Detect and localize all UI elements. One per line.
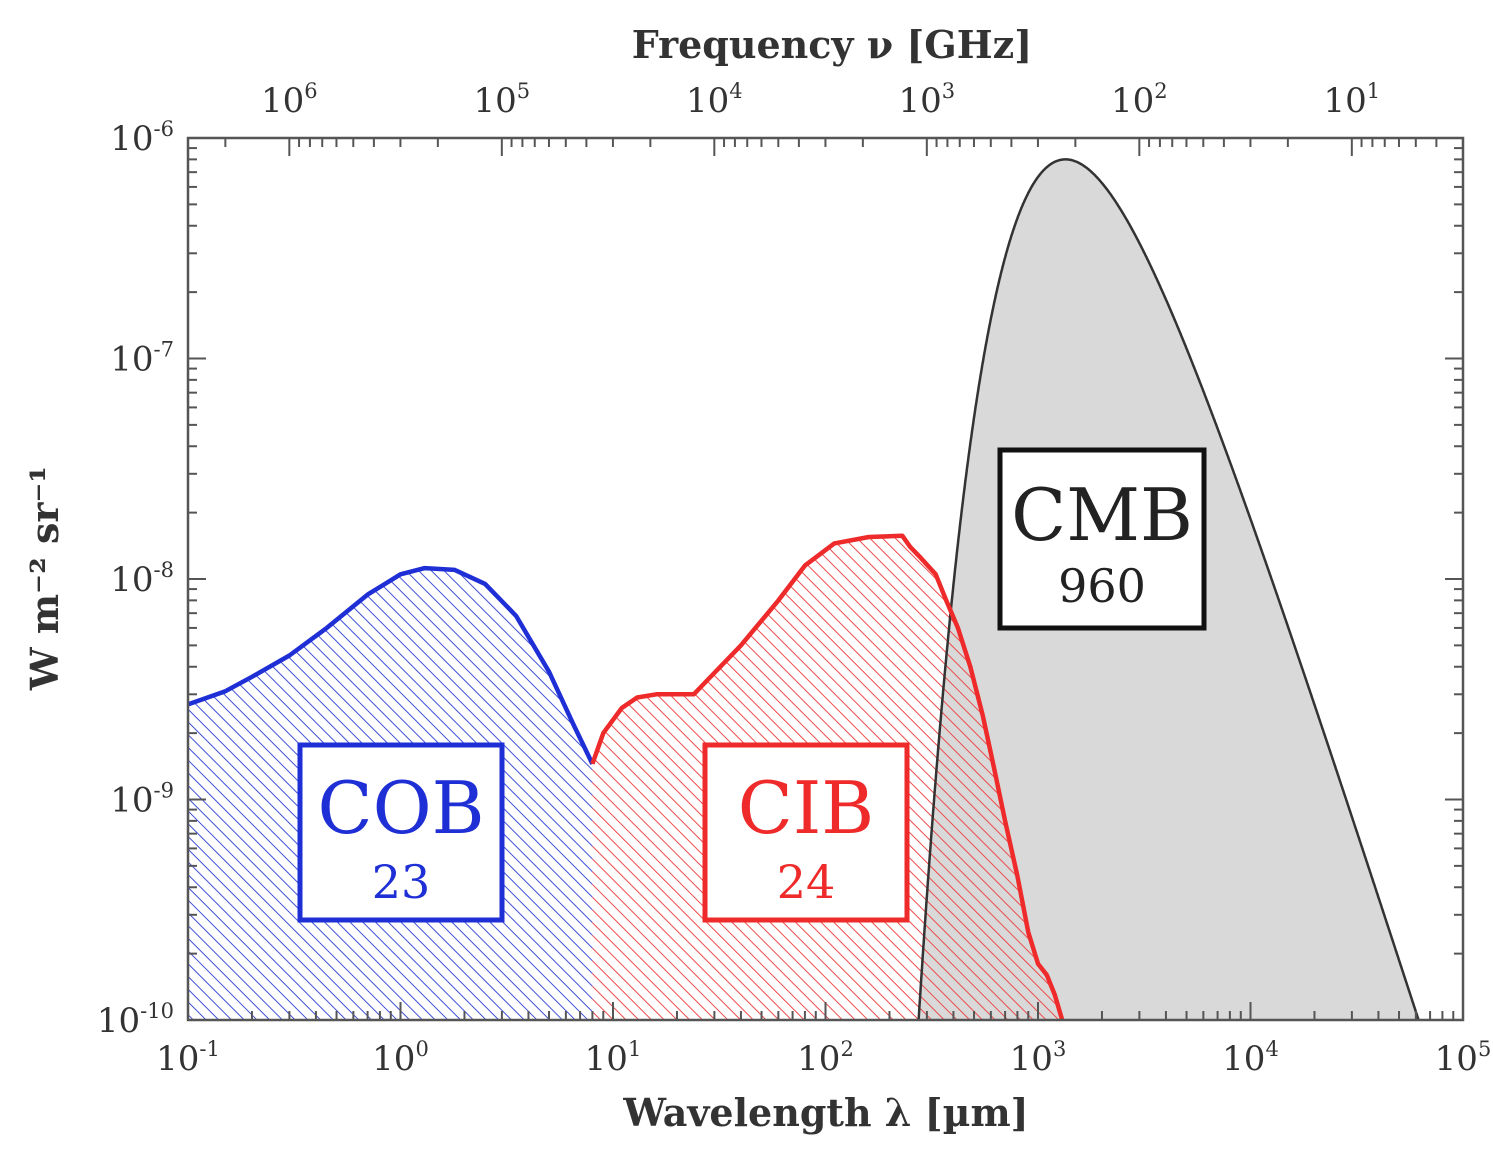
x2-tick-label: 102 <box>1111 79 1168 121</box>
x-axis-title: Wavelength λ [µm] <box>622 1090 1028 1135</box>
cmb-name: CMB <box>1011 473 1193 557</box>
cib-line <box>590 533 1065 1020</box>
cib-value: 24 <box>777 855 836 909</box>
x2-tick-label: 103 <box>899 79 956 121</box>
x2-tick-label: 105 <box>474 79 531 121</box>
cib-label-box: CIB 24 <box>702 742 910 923</box>
x-tick-label: 100 <box>372 1037 429 1079</box>
x-tick-label: 102 <box>797 1037 854 1079</box>
y-tick-label: 10-6 <box>110 117 174 159</box>
cib-name: CIB <box>738 766 874 850</box>
y-axis-title: W m⁻² sr⁻¹ <box>22 466 67 691</box>
x-tick-label: 103 <box>1010 1037 1067 1079</box>
cmb-line <box>917 158 1420 1020</box>
cmb-value: 960 <box>1058 559 1146 613</box>
x-tick-label: 105 <box>1435 1037 1492 1079</box>
y-tick-label: 10-7 <box>110 338 174 380</box>
x2-tick-label: 106 <box>261 79 318 121</box>
cob-line <box>188 565 595 765</box>
x-tick-label: 101 <box>585 1037 642 1079</box>
cob-name: COB <box>317 766 484 850</box>
y-tick-label: 10-8 <box>110 558 174 600</box>
x2-tick-label: 101 <box>1324 79 1381 121</box>
cob-label-box: COB 23 <box>297 742 505 923</box>
x-tick-label: 104 <box>1222 1037 1279 1079</box>
top-axis-title: Frequency ν [GHz] <box>632 22 1032 67</box>
y-tick-label: 10-9 <box>110 779 174 821</box>
cob-value: 23 <box>372 855 431 909</box>
y-tick-label: 10-10 <box>97 999 174 1041</box>
cmb-label-box: CMB 960 <box>997 447 1207 631</box>
x2-tick-label: 104 <box>686 79 743 121</box>
x-tick-label: 10-1 <box>156 1037 220 1079</box>
